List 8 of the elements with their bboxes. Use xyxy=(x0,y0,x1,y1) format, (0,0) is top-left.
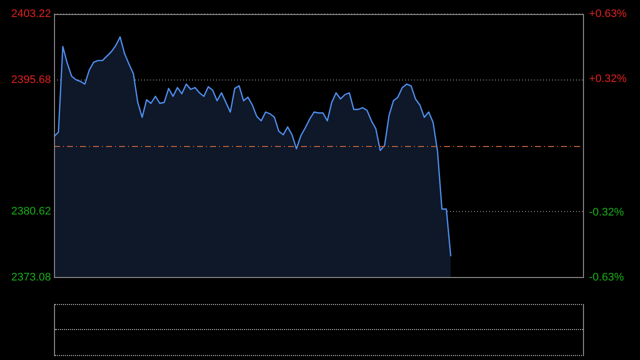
y2-tick-label: -0.63% xyxy=(589,271,624,284)
y-tick-label: 2380.62 xyxy=(11,206,51,218)
y2-tick-label: +0.32% xyxy=(589,72,627,85)
y-tick-label: 2373.08 xyxy=(11,271,51,284)
y-tick-label: 2395.68 xyxy=(11,74,51,86)
y2-tick-label: +0.63% xyxy=(589,8,627,20)
y2-tick-label: -0.32% xyxy=(589,206,624,219)
y-tick-label: 2403.22 xyxy=(11,8,51,20)
